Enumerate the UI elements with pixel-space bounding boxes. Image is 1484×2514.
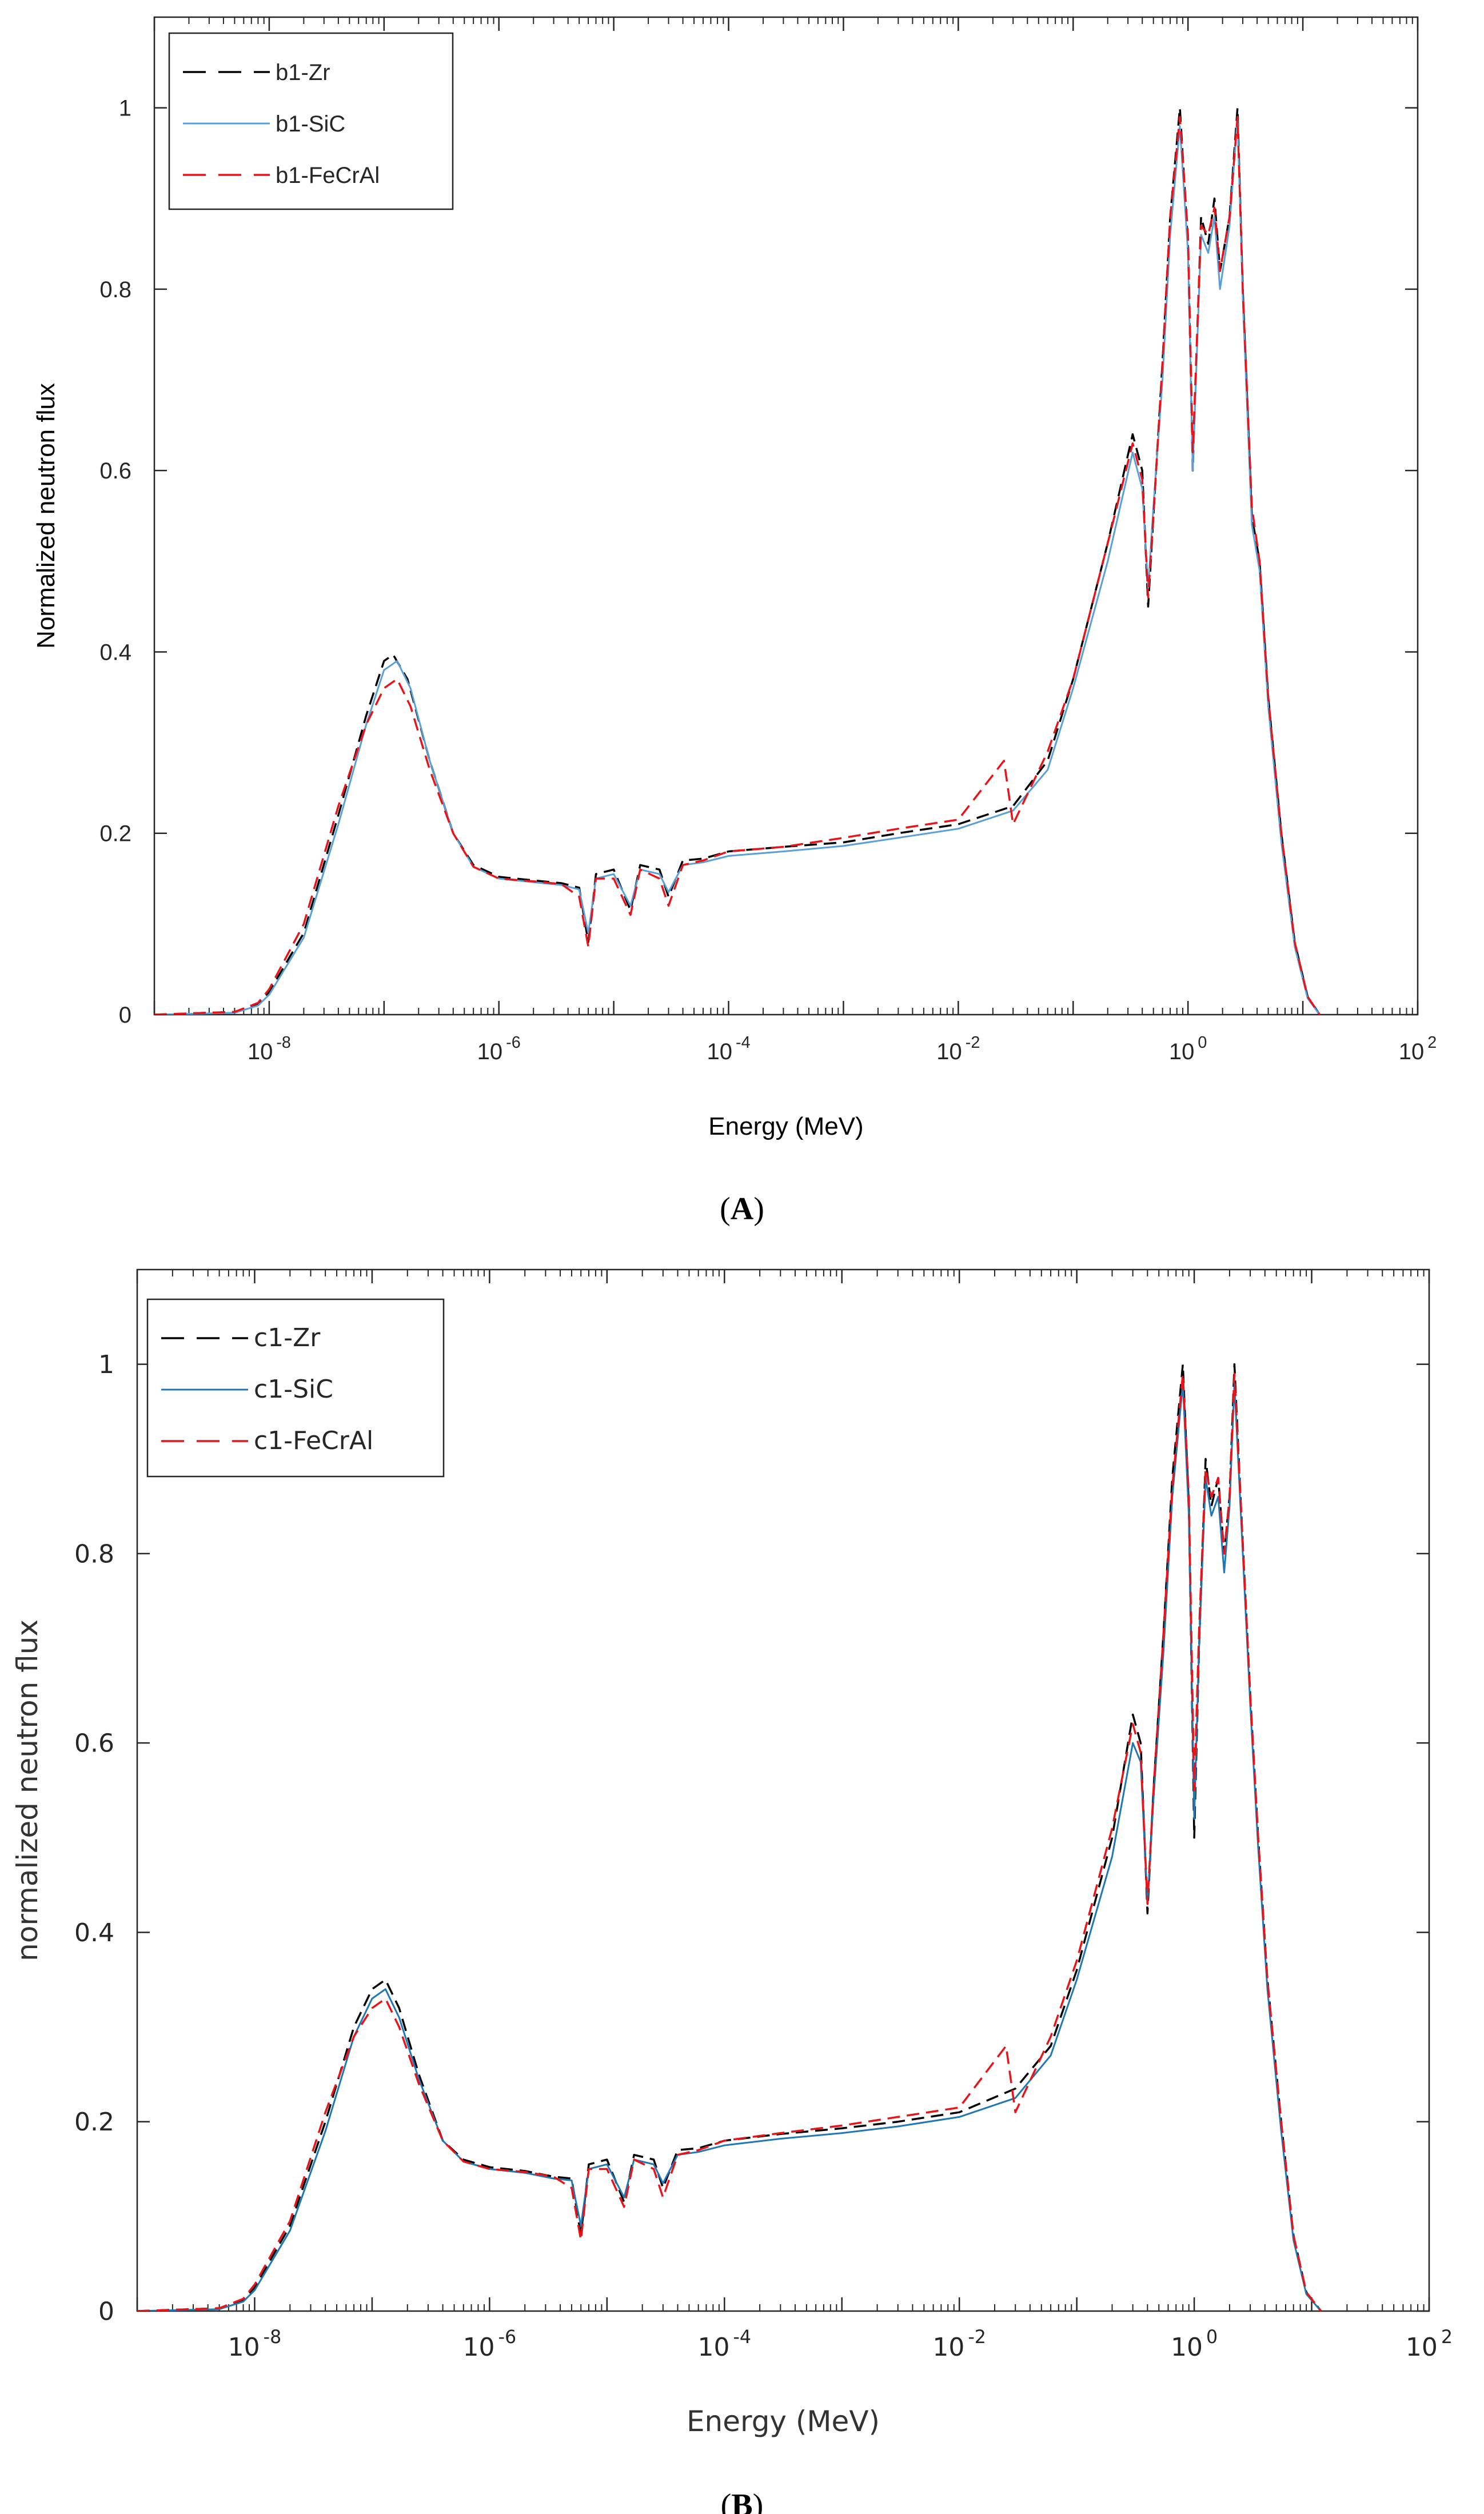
chart-a-legend-label-b1-fecral: b1-FeCrAl <box>276 163 380 188</box>
chart-a-legend-label-b1-sic: b1-SiC <box>276 111 345 137</box>
chart-b-caption: (B) <box>721 2488 764 2514</box>
chart-a-series-group <box>154 106 1321 1015</box>
chart-b-ytick-label: 0.6 <box>74 1729 114 1758</box>
chart-b-legend-label-c1-zr: c1-Zr <box>254 1323 321 1352</box>
chart-a-ytick-label: 0.6 <box>99 458 131 484</box>
chart-b: 0 0.2 0.4 0.6 0.8 1 10 -8 10 -6 10 -4 10 -2 10 0 10 2 Ener… <box>11 1268 1453 2514</box>
chart-b-legend-box <box>146 1298 445 1478</box>
chart-a-legend-box <box>168 32 454 210</box>
chart-a-caption: (A) <box>720 1191 764 1227</box>
chart-b-legend-label-c1-sic: c1-SiC <box>254 1375 333 1404</box>
chart-a-ytick-label: 0 <box>119 1003 131 1028</box>
chart-b-ytick-label: 1 <box>98 1350 114 1379</box>
chart-a-ytick-label: 1 <box>119 96 131 121</box>
chart-b-xtick-label: 10 -2 <box>932 2327 986 2362</box>
chart-b-series-c1-fecral <box>137 1372 1322 2311</box>
chart-b-xlabel: Energy (MeV) <box>687 2405 880 2438</box>
chart-b-xtick-label: 10 -6 <box>463 2327 517 2362</box>
chart-a-xtick-label: 10 -6 <box>477 1033 521 1064</box>
chart-b-ytick-label: 0.2 <box>74 2108 114 2137</box>
chart-a-series-b1-fecral <box>154 115 1321 1015</box>
chart-a-ytick-label: 0.2 <box>99 821 131 847</box>
chart-b-legend-label-c1-fecral: c1-FeCrAl <box>254 1426 373 1455</box>
chart-b-xtick-label: 10 2 <box>1406 2327 1453 2362</box>
chart-a-xtick-label: 10 0 <box>1169 1033 1207 1064</box>
chart-a-legend-label-b1-zr: b1-Zr <box>276 60 330 85</box>
chart-a-xtick-label: 10 -4 <box>707 1033 750 1064</box>
chart-a-ytick-label: 0.8 <box>99 277 131 302</box>
chart-a-xtick-label: 10 -2 <box>936 1033 980 1064</box>
chart-b-ytick-label: 0.4 <box>74 1918 114 1948</box>
chart-b-series-group <box>137 1363 1322 2311</box>
chart-a-xlabel: Energy (MeV) <box>708 1112 863 1140</box>
chart-b-series-c1-sic <box>137 1382 1322 2311</box>
chart-a-series-b1-sic <box>154 116 1321 1015</box>
chart-a-ylabel: Normalized neutron flux <box>32 383 60 649</box>
chart-b-xtick-label: 10 -8 <box>228 2327 282 2362</box>
chart-a-xtick-label: 10 2 <box>1399 1033 1437 1064</box>
chart-a: 0 0.2 0.4 0.6 0.8 1 10 -8 10 -6 10 -4 10 -2 10 0 10 2 Ener… <box>32 16 1437 1227</box>
chart-b-ytick-label: 0 <box>98 2297 114 2326</box>
chart-b-xtick-label: 10 -4 <box>697 2327 751 2362</box>
chart-b-xtick-label: 10 0 <box>1171 2327 1218 2362</box>
chart-b-ylabel: normalized neutron flux <box>11 1619 44 1961</box>
chart-b-ytick-label: 0.8 <box>74 1539 114 1569</box>
chart-a-xtick-label: 10 -8 <box>248 1033 291 1064</box>
chart-a-ytick-label: 0.4 <box>99 640 131 665</box>
